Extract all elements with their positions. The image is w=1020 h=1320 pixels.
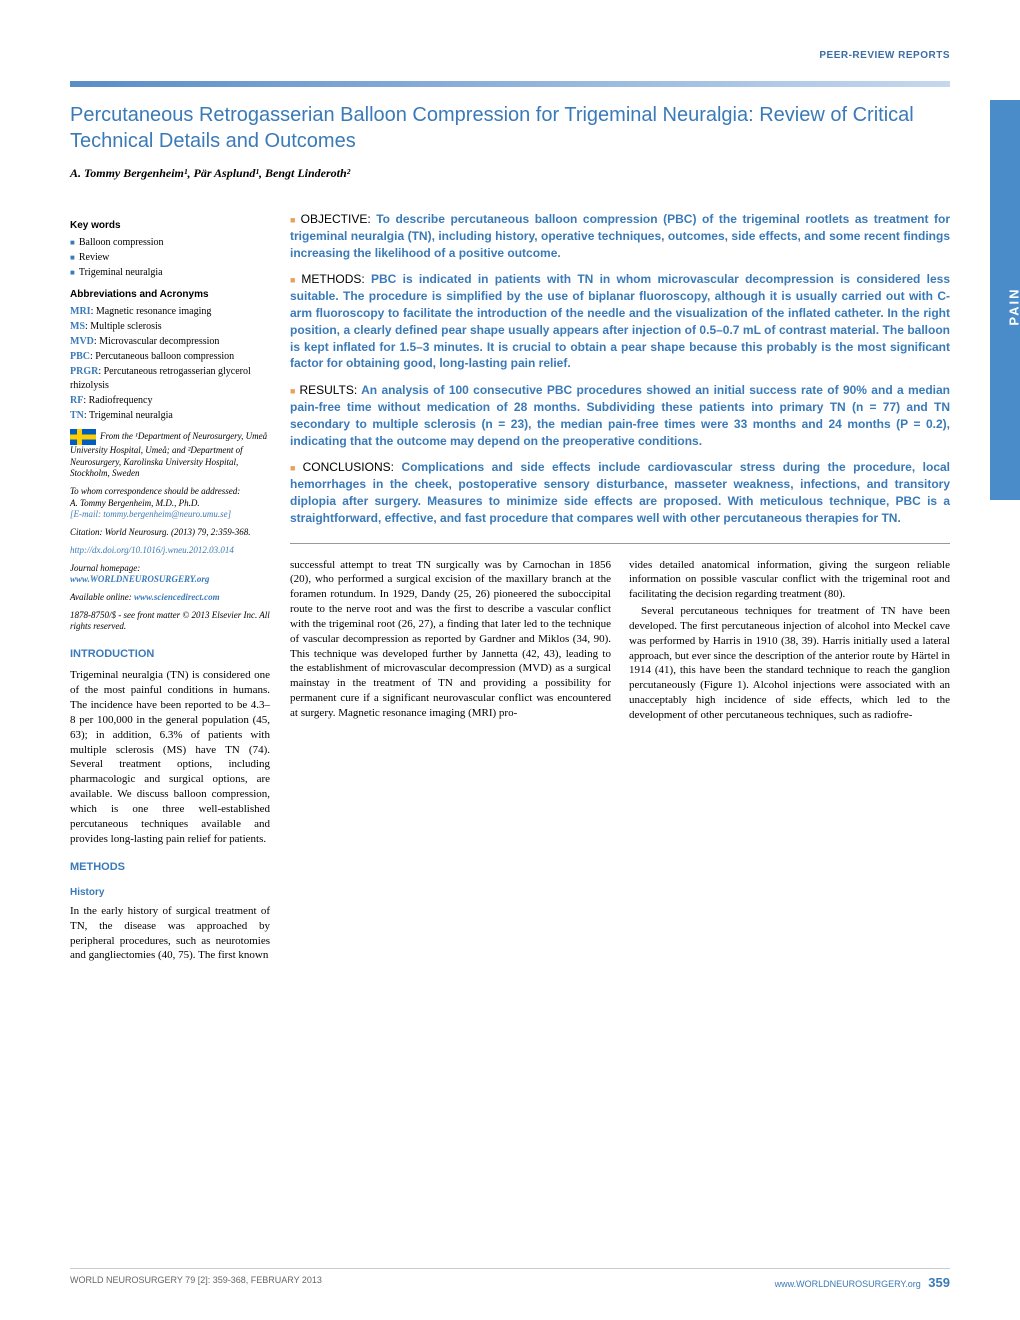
homepage-label: Journal homepage: — [70, 563, 140, 573]
citation: Citation: World Neurosurg. (2013) 79, 2:… — [70, 527, 270, 539]
abbreviation: TN: Trigeminal neuralgia — [70, 409, 270, 423]
abbreviation: PBC: Percutaneous balloon compression — [70, 350, 270, 364]
abbr-val: Trigeminal neuralgia — [89, 410, 173, 421]
homepage: Journal homepage: www.WORLDNEUROSURGERY.… — [70, 563, 270, 586]
history-heading: History — [70, 886, 270, 900]
affiliation: From the ¹Department of Neurosurgery, Um… — [70, 429, 270, 480]
introduction-heading: INTRODUCTION — [70, 647, 270, 662]
abbr-val: Percutaneous retrogasserian glycerol rhi… — [70, 366, 251, 391]
abstract-text: To describe percutaneous balloon compres… — [290, 212, 950, 260]
abstract: ■OBJECTIVE: To describe percutaneous bal… — [290, 211, 950, 527]
abbr-key: MS — [70, 321, 85, 332]
footer-url[interactable]: www.WORLDNEUROSURGERY.org — [775, 1279, 921, 1289]
content-wrapper: Key words ■ Balloon compression ■ Review ■… — [70, 211, 950, 963]
footer-citation: WORLD NEUROSURGERY 79 [2]: 359-368, FEBR… — [70, 1275, 322, 1290]
body-col-2: vides detailed anatomical information, g… — [629, 558, 950, 723]
correspondence-label: To whom correspondence should be address… — [70, 486, 270, 498]
article-title: Percutaneous Retrogasserian Balloon Comp… — [70, 102, 950, 154]
keyword: Balloon compression — [79, 237, 164, 248]
abbreviation: RF: Radiofrequency — [70, 394, 270, 408]
abbr-key: PBC — [70, 351, 90, 362]
bullet-icon: ■ — [290, 463, 300, 473]
header-label: PEER-REVIEW REPORTS — [70, 50, 950, 61]
copyright: 1878-8750/$ - see front matter © 2013 El… — [70, 610, 270, 633]
abbreviation: MS: Multiple sclerosis — [70, 320, 270, 334]
abbr-val: Microvascular decompression — [99, 336, 219, 347]
abstract-results: ■RESULTS: An analysis of 100 consecutive… — [290, 382, 950, 449]
footer-right: www.WORLDNEUROSURGERY.org 359 — [775, 1275, 950, 1290]
abbr-val: Percutaneous balloon compression — [95, 351, 234, 362]
abbreviation: MVD: Microvascular decompression — [70, 335, 270, 349]
bullet-icon: ■ — [70, 238, 75, 247]
affiliation-text: From the ¹Department of Neurosurgery, Um… — [70, 431, 267, 478]
methods-heading: METHODS — [70, 860, 270, 875]
keyword: Trigeminal neuralgia — [79, 267, 163, 278]
correspondence: To whom correspondence should be address… — [70, 486, 270, 521]
abbr-val: Magnetic resonance imaging — [96, 306, 212, 317]
body-paragraph: Several percutaneous techniques for trea… — [629, 604, 950, 723]
online: Available online: www.sciencedirect.com — [70, 592, 270, 604]
abstract-objective: ■OBJECTIVE: To describe percutaneous bal… — [290, 211, 950, 261]
homepage-url[interactable]: www.WORLDNEUROSURGERY.org — [70, 574, 209, 584]
title-bar — [70, 81, 950, 87]
body-columns: successful attempt to treat TN surgicall… — [290, 558, 950, 723]
main-column: ■OBJECTIVE: To describe percutaneous bal… — [290, 211, 950, 963]
bullet-icon: ■ — [290, 386, 296, 396]
abbreviation: PRGR: Percutaneous retrogasserian glycer… — [70, 365, 270, 393]
correspondence-email[interactable]: [E-mail: tommy.bergenheim@neuro.umu.se] — [70, 509, 270, 521]
online-label: Available online: — [70, 592, 132, 602]
abstract-text: PBC is indicated in patients with TN in … — [290, 272, 950, 370]
keyword-item: ■ Review — [70, 251, 270, 265]
abstract-conclusions: ■CONCLUSIONS: Complications and side eff… — [290, 459, 950, 526]
abbr-key: MVD — [70, 336, 94, 347]
abbr-key: PRGR — [70, 366, 98, 377]
abstract-label: CONCLUSIONS: — [303, 460, 394, 474]
abstract-label: RESULTS: — [299, 383, 357, 397]
bullet-icon: ■ — [290, 215, 298, 225]
keywords-heading: Key words — [70, 219, 270, 233]
page-number: 359 — [928, 1275, 950, 1290]
page: PEER-REVIEW REPORTS Percutaneous Retroga… — [0, 0, 1020, 1003]
abstract-methods: ■METHODS: PBC is indicated in patients w… — [290, 271, 950, 372]
online-url[interactable]: www.sciencedirect.com — [134, 592, 220, 602]
introduction-text: Trigeminal neuralgia (TN) is considered … — [70, 668, 270, 846]
flag-icon — [70, 429, 96, 445]
correspondence-name: A. Tommy Bergenheim, M.D., Ph.D. — [70, 498, 270, 510]
abbr-key: TN — [70, 410, 84, 421]
doi-link[interactable]: http://dx.doi.org/10.1016/j.wneu.2012.03… — [70, 545, 270, 557]
history-text: In the early history of surgical treatme… — [70, 904, 270, 963]
abbreviations-heading: Abbreviations and Acronyms — [70, 288, 270, 302]
keyword-item: ■ Balloon compression — [70, 236, 270, 250]
abbr-val: Radiofrequency — [89, 395, 153, 406]
divider — [290, 543, 950, 544]
bullet-icon: ■ — [70, 253, 75, 262]
sidebar: Key words ■ Balloon compression ■ Review ■… — [70, 211, 270, 963]
authors: A. Tommy Bergenheim¹, Pär Asplund¹, Beng… — [70, 166, 950, 181]
body-paragraph: vides detailed anatomical information, g… — [629, 558, 950, 603]
abstract-label: OBJECTIVE: — [301, 212, 371, 226]
bullet-icon: ■ — [70, 268, 75, 277]
keyword: Review — [79, 252, 110, 263]
abstract-text: An analysis of 100 consecutive PBC proce… — [290, 383, 950, 447]
keyword-item: ■ Trigeminal neuralgia — [70, 266, 270, 280]
abstract-label: METHODS: — [301, 272, 364, 286]
bullet-icon: ■ — [290, 275, 298, 285]
footer: WORLD NEUROSURGERY 79 [2]: 359-368, FEBR… — [70, 1268, 950, 1290]
abbr-key: RF — [70, 395, 83, 406]
abbr-key: MRI — [70, 306, 91, 317]
body-col-1: successful attempt to treat TN surgicall… — [290, 558, 611, 723]
abbreviation: MRI: Magnetic resonance imaging — [70, 305, 270, 319]
abbr-val: Multiple sclerosis — [90, 321, 161, 332]
